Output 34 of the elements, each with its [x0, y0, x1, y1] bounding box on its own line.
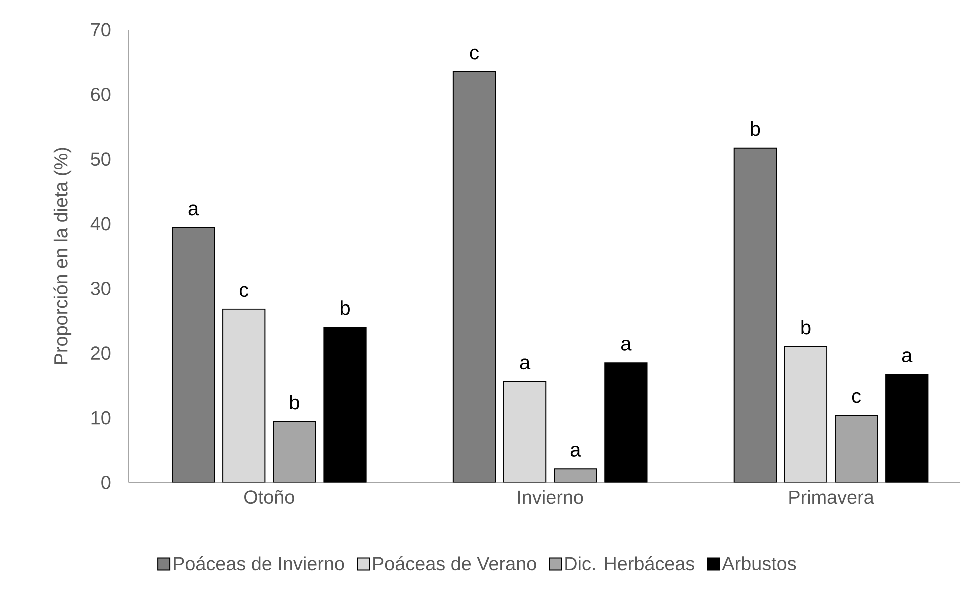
y-tick-label: 50	[91, 152, 111, 166]
y-axis-title: Proporción en la dieta (%)	[54, 148, 72, 364]
annotation: a	[902, 352, 913, 363]
y-tick-label: 70	[91, 23, 111, 37]
annotation: b	[290, 395, 300, 410]
annotation: a	[621, 340, 632, 352]
annotation: c	[852, 392, 862, 404]
annotation: b	[751, 122, 760, 136]
legend-label: Poáceas de Verano	[374, 556, 536, 571]
annotation: a	[188, 204, 200, 216]
legend-label: Dic. Herbáceas	[566, 556, 694, 571]
legend-label: Arbustos	[722, 556, 796, 571]
bar	[172, 228, 216, 483]
x-tick-label: Otoño	[244, 490, 294, 504]
y-tick-label: 0	[102, 476, 111, 490]
annotation: b	[802, 320, 811, 335]
x-tick-label: Invierno	[518, 490, 584, 504]
y-tick-label: 10	[92, 412, 111, 425]
bar	[222, 309, 266, 483]
bar	[503, 381, 547, 483]
annotation: a	[520, 358, 531, 370]
annotation: a	[570, 446, 582, 458]
y-tick-label: 20	[91, 346, 111, 360]
y-tick-label: 40	[90, 217, 111, 231]
legend-label: Poáceas de Invierno	[174, 556, 344, 571]
annotation: c	[470, 49, 479, 60]
bar	[452, 72, 496, 483]
bar	[784, 346, 828, 483]
y-tick-label: 60	[91, 88, 111, 102]
y-tick-label: 30	[91, 282, 111, 296]
x-tick-label: Primavera	[790, 490, 874, 504]
bar	[734, 148, 777, 483]
annotation: b	[341, 300, 350, 316]
annotation: c	[240, 286, 249, 298]
